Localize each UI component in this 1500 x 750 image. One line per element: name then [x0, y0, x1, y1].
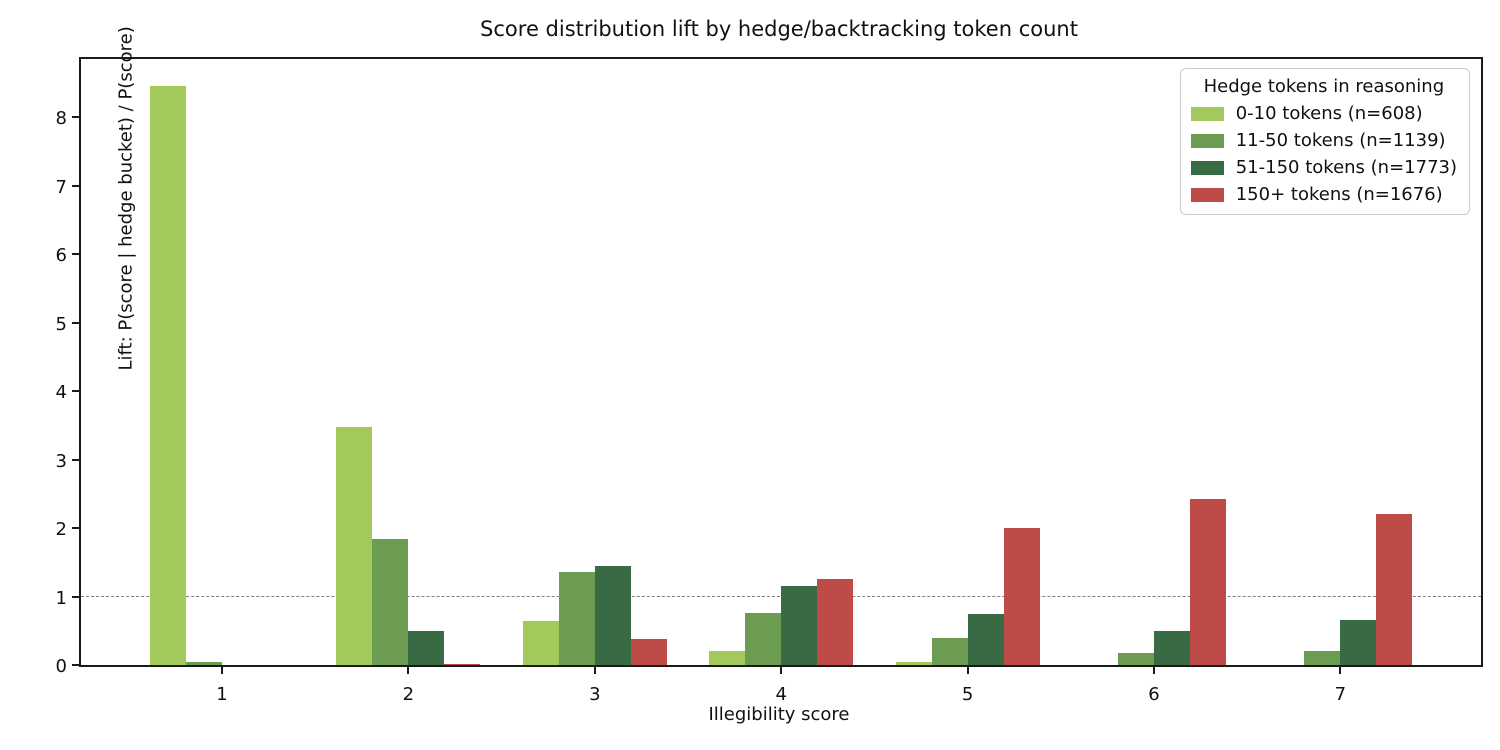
bar-score6-series1	[1118, 653, 1154, 665]
legend-title: Hedge tokens in reasoning	[1203, 76, 1445, 97]
bar-score5-series3	[1003, 528, 1040, 665]
y-tick-label: 3	[55, 450, 67, 472]
legend-items: 0-10 tokens (n=608) 11-50 tokens (n=1139)…	[1190, 103, 1457, 205]
x-tick-label: 4	[775, 684, 787, 705]
y-tick-mark	[72, 253, 79, 256]
bar-score3-series3	[630, 638, 667, 665]
legend-label: 0-10 tokens (n=608)	[1235, 103, 1423, 124]
legend-label: 51-150 tokens (n=1773)	[1235, 157, 1457, 178]
legend-swatch-icon	[1190, 133, 1224, 148]
bar-score7-series3	[1376, 513, 1413, 665]
x-tick-label: 5	[961, 684, 974, 705]
bar-score7-series2	[1340, 619, 1377, 665]
bar-score4-series3	[817, 579, 854, 665]
y-axis-label: Lift: P(score | hedge bucket) / P(score)	[115, 26, 137, 371]
bar-score1-series0	[150, 86, 186, 665]
bar-score6-series3	[1190, 498, 1226, 665]
bar-score1-series1	[186, 662, 222, 665]
legend-swatch-icon	[1190, 106, 1224, 121]
x-tick-mark	[593, 667, 596, 674]
x-tick-label: 1	[216, 684, 228, 705]
bar-score3-series0	[522, 620, 559, 665]
bar-score4-series0	[709, 651, 746, 665]
x-tick-label: 3	[589, 684, 601, 705]
y-tick-label: 6	[55, 245, 67, 267]
chart-title: Score distribution lift by hedge/backtra…	[480, 17, 1078, 41]
y-tick-mark	[72, 595, 79, 598]
y-tick-label: 0	[55, 656, 67, 677]
x-tick-mark	[1339, 667, 1342, 674]
bar-score3-series2	[594, 565, 631, 665]
legend-swatch-icon	[1190, 187, 1224, 202]
legend-label: 11-50 tokens (n=1139)	[1235, 130, 1446, 151]
bar-score5-series1	[931, 637, 968, 665]
x-tick-label: 6	[1148, 684, 1160, 705]
y-tick-mark	[72, 527, 79, 530]
legend-row-0: 0-10 tokens (n=608)	[1190, 103, 1457, 124]
y-tick-label: 4	[55, 382, 67, 404]
x-tick-mark	[221, 667, 223, 674]
x-tick-mark	[966, 667, 969, 674]
y-tick-mark	[72, 321, 79, 324]
x-tick-label: 2	[402, 684, 415, 705]
legend-row-3: 150+ tokens (n=1676)	[1190, 184, 1457, 205]
y-tick-mark	[72, 184, 79, 187]
y-tick-label: 1	[55, 587, 67, 609]
reference-line-y1	[81, 595, 1481, 597]
x-tick-mark	[407, 667, 410, 674]
bar-score3-series1	[558, 571, 595, 665]
y-tick-mark	[72, 116, 79, 119]
x-tick-label: 7	[1334, 684, 1347, 705]
legend-row-2: 51-150 tokens (n=1773)	[1190, 157, 1457, 178]
y-tick-label: 2	[55, 519, 67, 541]
y-tick-label: 5	[55, 313, 67, 335]
bar-score4-series1	[745, 612, 782, 665]
bar-score2-series2	[408, 631, 445, 665]
x-tick-mark	[1153, 667, 1155, 674]
bar-score5-series2	[967, 614, 1004, 665]
x-tick-mark	[780, 667, 783, 674]
bar-score2-series1	[372, 539, 409, 665]
legend-label: 150+ tokens (n=1676)	[1235, 184, 1443, 205]
bar-score2-series0	[336, 427, 373, 665]
legend-swatch-icon	[1190, 160, 1224, 175]
y-tick-label: 8	[55, 108, 67, 130]
x-axis-label: Illegibility score	[708, 704, 850, 725]
bar-score6-series2	[1154, 631, 1190, 665]
legend: Hedge tokens in reasoning 0-10 tokens (n…	[1179, 68, 1470, 215]
legend-row-1: 11-50 tokens (n=1139)	[1190, 130, 1457, 151]
y-tick-mark	[72, 390, 79, 393]
plot-area: Hedge tokens in reasoning 0-10 tokens (n…	[56, 57, 1483, 705]
y-tick-label: 7	[55, 176, 67, 198]
bar-score5-series0	[895, 662, 932, 665]
y-tick-mark	[72, 458, 79, 461]
bar-score2-series3	[444, 663, 481, 665]
y-tick-mark	[72, 664, 79, 666]
bar-score7-series1	[1304, 651, 1341, 665]
bar-score4-series2	[781, 585, 818, 665]
